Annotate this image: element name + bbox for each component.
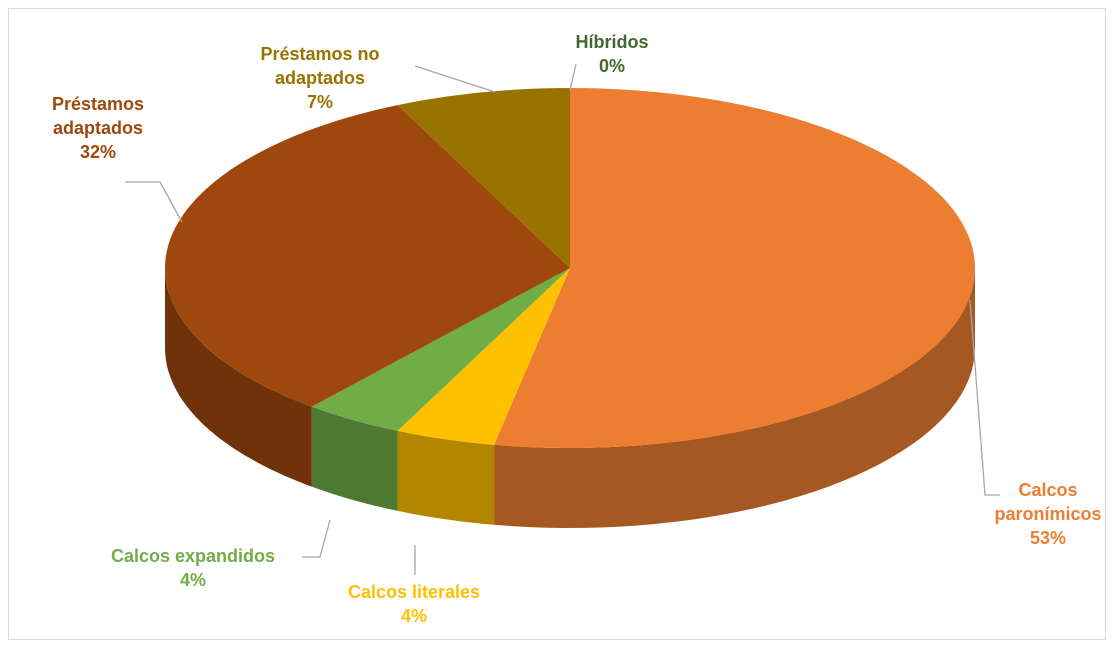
data-label: Calcos paronímicos 53% bbox=[983, 478, 1113, 550]
leader-line bbox=[125, 181, 183, 223]
category-label: Préstamos adaptados bbox=[51, 94, 145, 138]
category-label: Calcos literales bbox=[347, 582, 481, 602]
slice bbox=[494, 88, 975, 448]
category-label: Préstamos no adaptados bbox=[260, 44, 380, 88]
slice bbox=[397, 268, 570, 445]
data-label: Préstamos adaptados 32% bbox=[33, 92, 163, 164]
value-label: 0% bbox=[598, 56, 625, 76]
value-label: 32% bbox=[79, 142, 117, 162]
slice bbox=[165, 105, 570, 407]
slice-side bbox=[165, 268, 312, 487]
value-label: 4% bbox=[400, 606, 427, 626]
leader-line bbox=[969, 299, 1000, 496]
category-label: Calcos paronímicos bbox=[994, 480, 1102, 524]
value-label: 53% bbox=[1029, 528, 1067, 548]
slice bbox=[311, 268, 570, 431]
category-label: Híbridos bbox=[575, 32, 649, 52]
slice bbox=[397, 88, 570, 268]
leader-line bbox=[302, 519, 331, 558]
data-label: Calcos literales 4% bbox=[314, 580, 514, 628]
data-label: Calcos expandidos 4% bbox=[83, 544, 303, 592]
leader-line bbox=[569, 63, 577, 91]
data-label: Híbridos 0% bbox=[552, 30, 672, 78]
value-label: 4% bbox=[179, 570, 206, 590]
slice-side bbox=[494, 268, 975, 528]
slice-side bbox=[397, 430, 495, 525]
category-label: Calcos expandidos bbox=[110, 546, 276, 566]
value-label: 7% bbox=[306, 92, 333, 112]
leader-line bbox=[414, 65, 496, 93]
data-label: Préstamos no adaptados 7% bbox=[245, 42, 395, 114]
chart-frame bbox=[8, 8, 1106, 640]
slice-side bbox=[311, 406, 398, 511]
